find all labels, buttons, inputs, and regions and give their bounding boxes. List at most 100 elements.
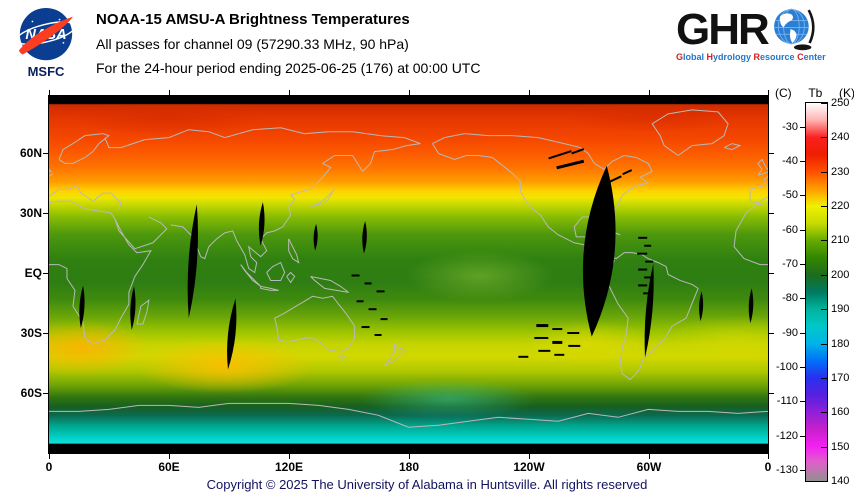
colorbar-celsius-tick-label: -40: [782, 155, 798, 167]
axis-tick: [529, 453, 530, 459]
ghrc-acronym: GHR: [676, 5, 770, 54]
axis-tick: [43, 273, 49, 274]
axis-tick: [768, 90, 769, 96]
axis-tick: [821, 447, 828, 448]
axis-tick: [800, 298, 806, 299]
colorbar-celsius-tick-label: -50: [782, 189, 798, 201]
lon-axis-label: 60W: [636, 460, 662, 474]
ghrc-tagline-initial: C: [797, 52, 804, 62]
nasa-red-swoosh-icon: [18, 16, 74, 55]
lon-axis-label: 0: [764, 460, 772, 474]
axis-tick: [800, 367, 806, 368]
axis-tick: [768, 213, 774, 214]
lat-axis-label: 30S: [20, 326, 42, 340]
colorbar-kelvin-tick-label: 180: [831, 338, 850, 350]
title-block: NOAA-15 AMSU-A Brightness Temperatures A…: [96, 8, 480, 80]
colorbar-kelvin-tick-label: 210: [831, 234, 850, 246]
axis-tick: [169, 453, 170, 459]
colorbar-units-kelvin: (K): [839, 86, 854, 100]
page-title: NOAA-15 AMSU-A Brightness Temperatures: [96, 11, 410, 28]
axis-tick: [800, 333, 806, 334]
msfc-label: MSFC: [27, 64, 65, 79]
axis-tick: [409, 90, 410, 96]
ghrc-logo: GHR Global Hydrology Resource Center: [676, 4, 846, 62]
axis-tick: [821, 412, 828, 413]
lon-axis-label: 180: [398, 460, 420, 474]
axis-tick: [821, 378, 828, 379]
colorbar-scale: [806, 103, 827, 481]
ghrc-tagline-word: esource: [760, 52, 798, 62]
axis-tick: [821, 206, 828, 207]
axis-tick: [768, 153, 774, 154]
ghrc-tagline: Global Hydrology Resource Center: [676, 52, 846, 62]
lat-axis-label: 60S: [20, 386, 42, 400]
lon-axis-label: 0: [45, 460, 53, 474]
axis-tick: [649, 453, 650, 459]
axis-tick: [649, 90, 650, 96]
axis-tick: [821, 240, 828, 241]
axis-tick: [800, 264, 806, 265]
colorbar-celsius-tick-label: -110: [776, 395, 798, 407]
axis-tick: [529, 90, 530, 96]
axis-tick: [43, 153, 49, 154]
colorbar-kelvin-tick-label: 230: [831, 166, 850, 178]
axis-tick: [821, 309, 828, 310]
lon-axis-label: 120W: [513, 460, 545, 474]
axis-tick: [821, 103, 828, 104]
colorbar-celsius-tick-label: -130: [775, 464, 798, 476]
ghrc-tagline-word: lobal: [683, 52, 707, 62]
colorbar-kelvin-tick-label: 150: [831, 441, 850, 453]
ghrc-tagline-initial: G: [676, 52, 684, 62]
colorbar-celsius-tick-label: -100: [775, 361, 798, 373]
axis-tick: [49, 453, 50, 459]
colorbar-kelvin-tick-label: 190: [831, 303, 850, 315]
colorbar-label-tb: Tb: [808, 86, 823, 100]
colorbar-kelvin-tick-label: 200: [831, 269, 850, 281]
colorbar-title: (C) Tb (K): [775, 86, 854, 100]
axis-tick: [169, 90, 170, 96]
axis-tick: [821, 137, 828, 138]
axis-tick: [768, 333, 774, 334]
colorbar-celsius-tick-label: -120: [775, 430, 798, 442]
axis-tick: [43, 333, 49, 334]
axis-tick: [821, 481, 828, 482]
colorbar-kelvin-tick-label: 140: [831, 475, 850, 487]
colorbar-units-celsius: (C): [775, 86, 792, 100]
colorbar-kelvin-tick-label: 160: [831, 406, 850, 418]
lon-axis-label: 120E: [274, 460, 304, 474]
ghrc-tagline-initial: H: [706, 52, 714, 62]
colorbar-kelvin-tick-label: 220: [831, 200, 850, 212]
ghrc-tagline-word: ydrology: [713, 52, 754, 62]
lon-axis-label: 60E: [158, 460, 180, 474]
axis-tick: [409, 453, 410, 459]
axis-tick: [800, 195, 806, 196]
axis-tick: [821, 344, 828, 345]
axis-tick: [821, 172, 828, 173]
map-plot: [49, 96, 768, 453]
colorbar-celsius-tick-label: -60: [782, 224, 798, 236]
axis-tick: [800, 127, 806, 128]
colorbar-kelvin-tick-label: 170: [831, 372, 850, 384]
map-overlay-coastlines-and-gaps: [49, 96, 768, 453]
colorbar-celsius-tick-label: -70: [782, 258, 798, 270]
axis-tick: [289, 90, 290, 96]
colorbar-celsius-tick-label: -30: [782, 121, 798, 133]
axis-tick: [800, 470, 806, 471]
colorbar-kelvin-tick-label: 240: [831, 131, 850, 143]
lat-axis-label: 60N: [19, 146, 42, 160]
axis-tick: [800, 230, 806, 231]
colorbar-celsius-tick-label: -80: [782, 292, 798, 304]
axis-tick: [800, 161, 806, 162]
axis-tick: [289, 453, 290, 459]
nasa-orbit-ellipse: [16, 21, 76, 46]
channel-subtitle: All passes for channel 09 (57290.33 MHz,…: [96, 36, 409, 52]
ghrc-tagline-word: enter: [803, 52, 826, 62]
axis-tick: [43, 393, 49, 394]
axis-tick: [768, 273, 774, 274]
axis-tick: [821, 275, 828, 276]
ghrc-tagline-initial: R: [753, 52, 761, 62]
colorbar-kelvin-tick-label: 250: [831, 97, 850, 109]
lat-axis-label: EQ: [24, 266, 42, 280]
axis-tick: [800, 436, 806, 437]
